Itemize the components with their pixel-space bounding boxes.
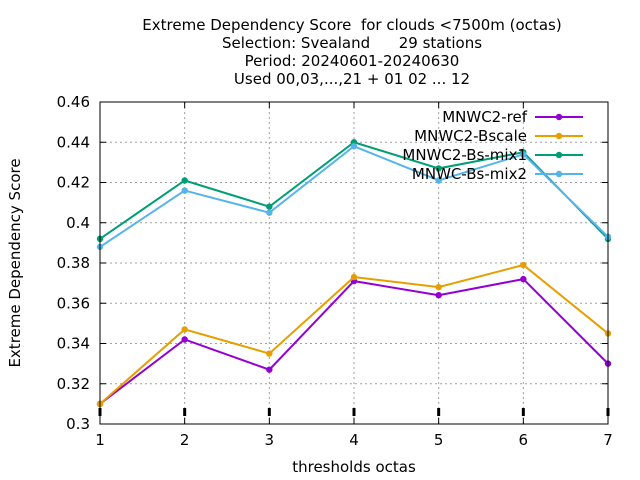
x-tick-label: 6 — [519, 431, 529, 449]
y-tick-label: 0.3 — [66, 415, 90, 433]
y-tick-label: 0.38 — [57, 254, 90, 272]
data-point — [181, 177, 188, 184]
data-point — [266, 366, 273, 373]
x-tick-label: 4 — [349, 431, 359, 449]
x-tick-label: 3 — [265, 431, 275, 449]
data-point — [350, 143, 358, 150]
x-tick-label: 7 — [603, 431, 613, 449]
data-point — [520, 261, 527, 269]
chart-title: Extreme Dependency Score for clouds <750… — [142, 16, 561, 88]
y-tick-label: 0.44 — [57, 133, 90, 151]
data-point — [435, 283, 442, 291]
x-tick-label: 1 — [95, 431, 105, 449]
series-line — [99, 141, 609, 240]
x-tick-label: 2 — [180, 431, 190, 449]
data-point — [266, 350, 273, 357]
data-point — [181, 336, 188, 343]
y-tick-label: 0.4 — [66, 214, 90, 232]
y-tick-label: 0.34 — [57, 335, 90, 353]
data-point — [181, 187, 188, 194]
data-point — [350, 273, 358, 281]
series-line — [99, 145, 609, 248]
series-2 — [96, 139, 612, 243]
chart-title-line-4: Used 00,03,...,21 + 01 02 ... 12 — [234, 70, 470, 88]
y-tick-label: 0.46 — [57, 93, 90, 111]
y-axis-label: Extreme Dependency Score — [6, 158, 24, 367]
plot-frame — [99, 101, 609, 425]
legend-swatch-point — [555, 132, 563, 140]
grid-lines — [100, 102, 608, 424]
legend-swatch-point — [555, 113, 563, 121]
data-point — [520, 151, 527, 158]
legend-label: MNWC2-Bscale — [414, 127, 527, 145]
y-tick-label: 0.42 — [57, 174, 90, 192]
chart-title-line-3: Period: 20240601-20240630 — [245, 52, 460, 70]
data-point — [266, 209, 273, 216]
legend: MNWC2-refMNWC2-BscaleMNWC2-Bs-mix1MNWC-B… — [402, 108, 583, 183]
legend-label: MNWC2-Bs-mix1 — [402, 146, 527, 164]
x-tick-label: 5 — [434, 431, 444, 449]
chart-title-line-2: Selection: Svealand 29 stations — [222, 34, 482, 52]
data-point — [435, 165, 442, 172]
data-point — [520, 275, 527, 283]
data-point — [435, 292, 442, 299]
data-point — [266, 203, 273, 210]
series-3 — [96, 143, 612, 251]
x-axis-label: thresholds octas — [292, 458, 416, 476]
y-tick-label: 0.32 — [57, 375, 90, 393]
series-lines — [96, 139, 612, 408]
legend-label: MNWC2-ref — [442, 108, 527, 126]
data-point — [435, 177, 442, 184]
legend-swatch-point — [555, 170, 563, 178]
series-1 — [96, 261, 612, 408]
chart-title-line-1: Extreme Dependency Score for clouds <750… — [142, 16, 561, 34]
data-point — [181, 326, 188, 333]
y-tick-label: 0.36 — [57, 294, 90, 312]
legend-label: MNWC-Bs-mix2 — [412, 165, 527, 183]
legend-swatch-point — [555, 151, 563, 159]
axis-ticks: 0.3 0.32 0.34 0.36 0.38 0.4 0.42 0.44 0.46 1 2 3 4 5 6… — [57, 93, 613, 449]
